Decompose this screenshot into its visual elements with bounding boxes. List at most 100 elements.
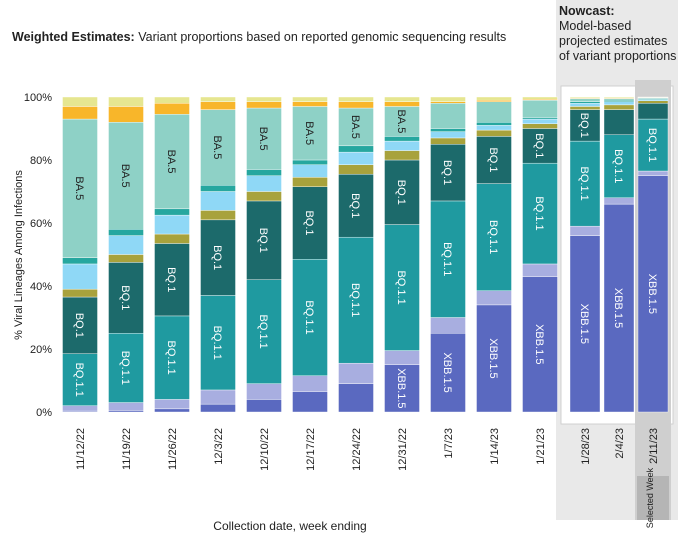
- bar-segment: [384, 96, 420, 102]
- segment-label: BQ.1.1: [303, 300, 315, 334]
- segment-label: BQ.1.1: [441, 242, 453, 276]
- bar-segment: [200, 295, 236, 391]
- bar-segment: [430, 333, 466, 413]
- bar-segment: [62, 296, 98, 354]
- x-tick-label: 11/19/22: [121, 428, 133, 470]
- bar-segment: [384, 224, 420, 351]
- bar-segment: [476, 304, 512, 413]
- bar-segment: [108, 235, 144, 255]
- bar-segment: [603, 134, 635, 199]
- bar-segment: [430, 144, 466, 202]
- segment-label: XBB.1.5: [646, 274, 658, 314]
- bar-segment: [522, 128, 558, 164]
- selected-week-label: Selected Week: [645, 467, 655, 528]
- bar-segment: [154, 408, 190, 413]
- bar-segment: [338, 151, 374, 165]
- bar-segment: [476, 183, 512, 291]
- x-tick-label: 11/26/22: [167, 428, 179, 470]
- bar-segment: [603, 197, 635, 205]
- selected-week-box: [637, 476, 669, 520]
- bar-segment: [476, 129, 512, 137]
- y-tick-label: 60%: [30, 218, 52, 230]
- x-tick-label: 1/28/23: [580, 428, 592, 465]
- bar-segment: [338, 236, 374, 364]
- segment-label: XBB.1.5: [533, 324, 545, 364]
- bar-segment: [476, 101, 512, 123]
- bar-segment: [384, 159, 420, 225]
- bar-segment: [246, 101, 282, 109]
- segment-label: BQ.1.1: [119, 351, 131, 385]
- segment-label: BQ.1.1: [165, 341, 177, 375]
- segment-label: XBB.1.5: [395, 368, 407, 408]
- bar-segment: [430, 200, 466, 318]
- bar-segment: [108, 96, 144, 107]
- bar-segment: [154, 214, 190, 235]
- segment-label: XBB.1.5: [578, 304, 590, 344]
- bar-segment: [292, 391, 328, 413]
- bar-segment: [384, 150, 420, 161]
- bar-segment: [384, 350, 420, 365]
- bar-segment: [384, 106, 420, 137]
- bar-segment: [522, 276, 558, 413]
- bar-segment: [603, 98, 635, 101]
- bar-segment: [430, 317, 466, 334]
- bar-segment: [200, 101, 236, 110]
- bar-segment: [569, 103, 601, 107]
- bar-segment: [430, 96, 466, 102]
- bar-segment: [522, 162, 558, 265]
- bar-segment: [569, 106, 601, 110]
- bar-segment: [292, 159, 328, 165]
- bar-segment: [476, 125, 512, 131]
- bar-segment: [569, 98, 601, 102]
- subtitle: Variant proportions based on reported ge…: [138, 30, 507, 44]
- segment-label: BQ.1: [533, 133, 545, 158]
- bar-segment: [292, 164, 328, 178]
- bar-segment: [246, 200, 282, 280]
- bar-segment: [292, 96, 328, 102]
- bar-segment: [430, 128, 466, 132]
- x-tick-label: 12/10/22: [259, 428, 271, 471]
- bar-segment: [338, 101, 374, 109]
- bar-segment: [154, 114, 190, 210]
- segment-label: BQ.1: [578, 113, 590, 138]
- bar-segment: [384, 101, 420, 107]
- bar-segment: [292, 177, 328, 187]
- bar-segment: [603, 203, 635, 413]
- bar-segment: [62, 106, 98, 120]
- bar-segment: [200, 403, 236, 413]
- bar-segment: [603, 104, 635, 110]
- y-tick-label: 20%: [30, 344, 52, 356]
- segment-label: BQ.1: [395, 180, 407, 205]
- y-tick-label: 40%: [30, 281, 52, 293]
- y-tick-label: 100%: [24, 92, 52, 104]
- bar-segment: [476, 136, 512, 184]
- bar-segment: [430, 131, 466, 139]
- segment-label: BQ.1: [303, 210, 315, 235]
- x-tick-label: 1/14/23: [489, 428, 501, 465]
- bar-segment: [62, 405, 98, 412]
- bar-segment: [522, 118, 558, 124]
- bar-segment: [108, 410, 144, 413]
- bar-segment: [384, 136, 420, 142]
- bar-segment: [292, 101, 328, 107]
- title-bold: Nowcast:: [559, 4, 615, 18]
- bar-segment: [522, 96, 558, 100]
- bar-segment: [384, 364, 420, 413]
- x-axis-label: Collection date, week ending: [213, 519, 366, 533]
- bar-segment: [522, 117, 558, 120]
- bar-segment: [430, 137, 466, 145]
- bar-segment: [200, 191, 236, 211]
- bar-segment: [569, 101, 601, 104]
- bar-segment: [338, 173, 374, 238]
- y-tick-label: 0%: [36, 407, 52, 419]
- segment-label: BQ.1: [165, 267, 177, 292]
- segment-label: BQ.1.1: [487, 220, 499, 254]
- bar-segment: [62, 118, 98, 258]
- segment-label: BQ.1: [73, 313, 85, 338]
- subtitle: Model-based projected estimates of varia…: [559, 19, 677, 63]
- segment-label: BQ.1.1: [257, 315, 269, 349]
- bar-segment: [292, 186, 328, 260]
- segment-label: BA.5: [119, 164, 131, 188]
- segment-label: XBB.1.5: [487, 338, 499, 378]
